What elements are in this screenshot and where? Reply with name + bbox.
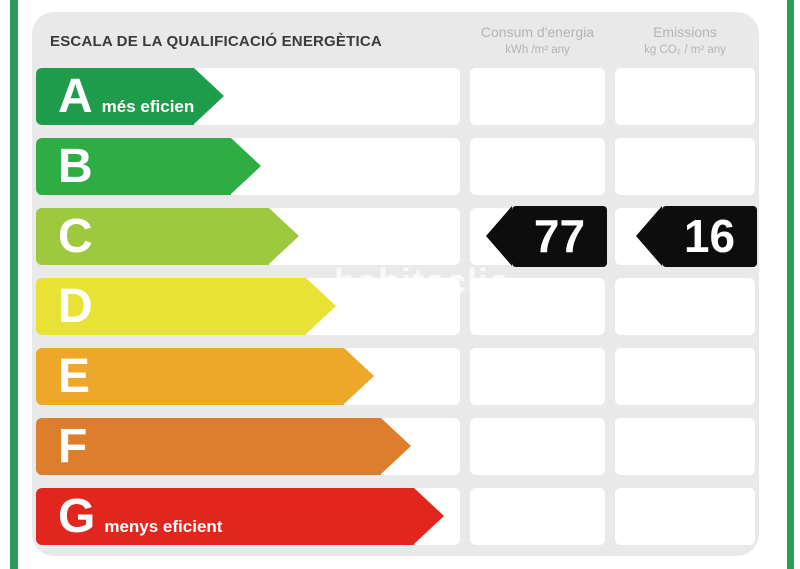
energy-value-arrow: 77 [486, 206, 607, 267]
rating-letter: F [58, 420, 88, 473]
rating-bar-e: E [36, 348, 374, 405]
rating-row-d: D [32, 278, 759, 335]
energy-column-unit: kWh /m² any [505, 44, 570, 56]
rating-letter: A [58, 70, 93, 123]
energy-value: 77 [533, 210, 586, 262]
energy-cell: 77 [470, 206, 607, 267]
rating-bar-a: A més eficient [36, 68, 224, 125]
emissions-cell [615, 488, 755, 545]
emissions-column-header: Emissions kg CO₂ / m² any [615, 22, 755, 58]
rating-row-b: B [32, 138, 759, 195]
rating-row-f: F [32, 418, 759, 475]
right-green-stripe [787, 0, 794, 569]
energy-cell [470, 348, 605, 405]
rating-row-e: E [32, 348, 759, 405]
energy-cell [470, 68, 605, 125]
rating-row-a: A més eficient [32, 68, 759, 125]
emissions-cell [615, 68, 755, 125]
rating-bar-f: F [36, 418, 411, 475]
emissions-value: 16 [683, 210, 736, 262]
emissions-value-arrow: 16 [636, 206, 757, 267]
rating-bar-b: B [36, 138, 261, 195]
energy-column-title: Consum d'energia [480, 24, 595, 40]
page-title: ESCALA DE LA QUALIFICACIÓ ENERGÈTICA [50, 33, 382, 50]
emissions-column-unit: kg CO₂ / m² any [644, 44, 726, 56]
emissions-column-title: Emissions [653, 24, 717, 40]
energy-cell [470, 138, 605, 195]
rating-letter: G [58, 490, 96, 543]
certificate-card: ESCALA DE LA QUALIFICACIÓ ENERGÈTICA Con… [32, 12, 759, 556]
rating-letter: C [58, 210, 93, 263]
emissions-cell [615, 278, 755, 335]
energy-cell [470, 278, 605, 335]
rating-row-c: 77 16 C [32, 206, 759, 267]
rating-letter: E [58, 350, 91, 403]
energy-cell [470, 488, 605, 545]
rating-bar-d: D [36, 278, 336, 335]
rating-bar-c: C [36, 208, 299, 265]
rating-row-g: G menys eficient [32, 488, 759, 545]
energy-column-header: Consum d'energia kWh /m² any [470, 22, 605, 58]
rating-letter: B [58, 140, 93, 193]
rating-letter: D [58, 280, 93, 333]
emissions-cell [615, 418, 755, 475]
rating-bar-g: G menys eficient [36, 488, 444, 545]
rating-bar-label: menys eficient [104, 517, 223, 536]
rating-bar-label: més eficient [101, 97, 200, 116]
emissions-cell [615, 138, 755, 195]
energy-cell [470, 418, 605, 475]
emissions-cell [615, 348, 755, 405]
emissions-cell: 16 [615, 206, 757, 267]
left-green-stripe [10, 0, 18, 569]
